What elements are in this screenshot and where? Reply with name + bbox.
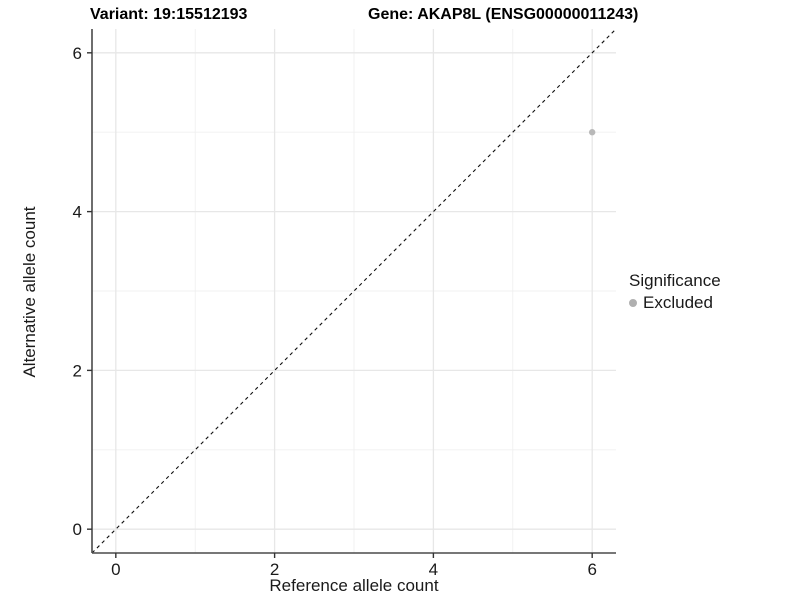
x-axis-title: Reference allele count: [269, 576, 439, 595]
identity-dashed-line: [91, 28, 617, 554]
variant-title: Variant: 19:15512193: [90, 6, 248, 23]
data-point-excluded: [588, 129, 596, 136]
excluded-point-swatch-icon: [629, 299, 637, 307]
legend-item-label: Excluded: [643, 293, 713, 312]
x-tick-label: 6: [587, 560, 596, 579]
gene-title: Gene: AKAP8L (ENSG00000011243): [368, 6, 639, 23]
y-tick-label: 0: [73, 520, 82, 539]
legend-item-excluded: Excluded: [629, 293, 721, 313]
legend: Significance Excluded: [629, 271, 721, 313]
x-tick-label: 2: [270, 560, 279, 579]
x-tick-label: 0: [111, 560, 120, 579]
y-tick-label: 6: [73, 44, 82, 63]
legend-title: Significance: [629, 271, 721, 290]
x-tick-label: 4: [429, 560, 438, 579]
y-tick-label: 4: [73, 203, 82, 222]
y-tick-label: 2: [73, 361, 82, 380]
y-axis-title: Alternative allele count: [20, 206, 39, 378]
